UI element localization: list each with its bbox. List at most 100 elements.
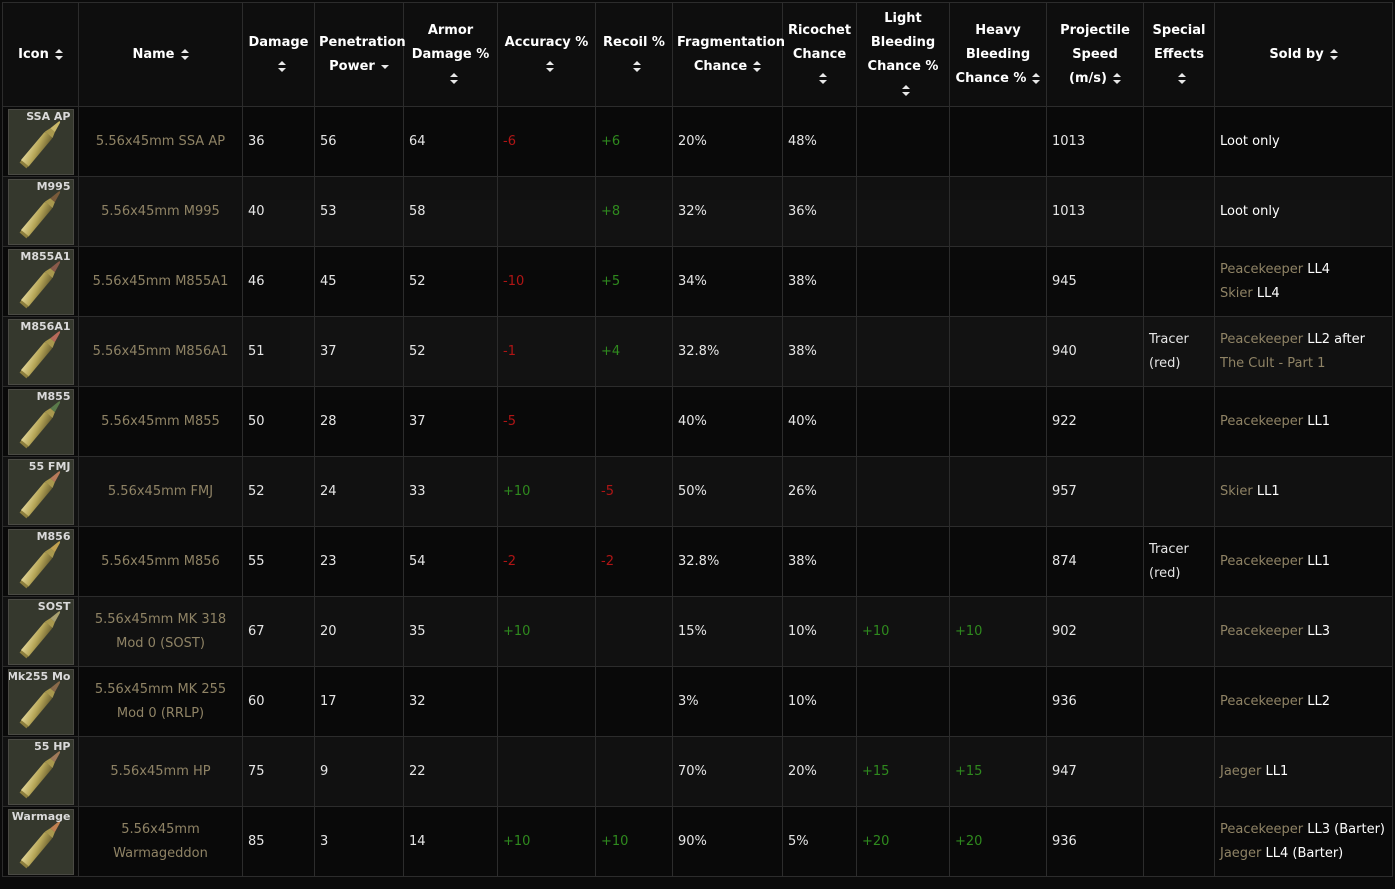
ammo-cartridge-icon: M856A1 — [7, 318, 74, 385]
sold-by-entry: Skier LL1 — [1220, 480, 1387, 504]
column-header-fragmentation[interactable]: Fragmentation Chance — [672, 2, 785, 107]
column-header-special[interactable]: Special Effects — [1143, 2, 1215, 107]
sort-both-icon[interactable] — [753, 60, 762, 72]
column-header-heavy-bleed[interactable]: Heavy Bleeding Chance % — [949, 2, 1047, 107]
column-header-accuracy[interactable]: Accuracy % — [497, 2, 596, 107]
special-effects-cell — [1143, 806, 1215, 877]
sort-both-icon[interactable] — [449, 72, 458, 84]
icon-label: M995 — [36, 179, 71, 193]
sort-both-icon[interactable] — [180, 48, 189, 60]
ammo-cartridge-icon: 55 HP — [7, 738, 74, 805]
loyalty-level: LL2 — [1307, 693, 1331, 709]
sort-desc-icon[interactable] — [380, 61, 389, 72]
table-row[interactable]: 55 FMJ 5.56x45mm FMJ 52 24 33 +10 -5 50% 26% 957 S… — [2, 456, 1393, 527]
icon-label: M856A1 — [20, 319, 71, 333]
accuracy-cell: -10 — [497, 246, 596, 317]
column-header-speed[interactable]: Projectile Speed (m/s) — [1046, 2, 1144, 107]
column-header-ricochet[interactable]: Ricochet Chance — [782, 2, 857, 107]
damage-cell: 40 — [242, 176, 315, 247]
speed-cell: 936 — [1046, 666, 1144, 737]
table-row[interactable]: Mk255 Mo 5.56x45mm MK 255 Mod 0 (RRLP) 60 1… — [2, 666, 1393, 737]
ammo-cartridge-icon: M995 — [7, 178, 74, 245]
special-effects-cell: Tracer (red) — [1143, 316, 1215, 387]
ammo-cartridge-icon: Mk255 Mo — [7, 668, 74, 735]
loyalty-level: LL2 after — [1307, 331, 1365, 347]
column-header-label: Icon — [18, 46, 49, 62]
trader-name[interactable]: Peacekeeper — [1220, 261, 1304, 277]
table-row[interactable]: M995 5.56x45mm M995 40 53 58 +8 32% 36% 1013 Loot… — [2, 176, 1393, 247]
column-header-label: Name — [132, 46, 175, 62]
icon-label: M855A1 — [20, 249, 71, 263]
column-header-penetration[interactable]: Penetration Power — [314, 2, 406, 107]
column-header-icon[interactable]: Icon — [2, 2, 79, 107]
trader-name[interactable]: Peacekeeper — [1220, 693, 1304, 709]
table-row[interactable]: M856 5.56x45mm M856 55 23 54 -2 -2 32.8% 38% 874 T… — [2, 526, 1393, 597]
column-header-label: Penetration Power — [319, 34, 406, 74]
penetration-cell: 53 — [314, 176, 404, 247]
trader-name[interactable]: Peacekeeper — [1220, 821, 1304, 837]
recoil-cell — [595, 736, 673, 807]
table-row[interactable]: M855 5.56x45mm M855 50 28 37 -5 40% 40% 922 Peace… — [2, 386, 1393, 457]
table-row[interactable]: SSA AP 5.56x45mm SSA AP 36 56 64 -6 +6 20% 48% 10… — [2, 106, 1393, 177]
fragmentation-cell: 32% — [672, 176, 783, 247]
sort-both-icon[interactable] — [545, 60, 554, 72]
accuracy-cell: +10 — [497, 596, 596, 667]
ammo-cartridge-icon: SSA AP — [7, 108, 74, 175]
table-row[interactable]: 55 HP 5.56x45mm HP 75 9 22 70% 20% +15 +15 947 Jae… — [2, 736, 1393, 807]
sort-both-icon[interactable] — [1112, 72, 1121, 84]
sort-both-icon[interactable] — [277, 60, 286, 72]
light-bleeding-cell — [856, 526, 950, 597]
sold-by-cell: Peacekeeper LL3 (Barter) Jaeger LL4 (Bart… — [1214, 806, 1393, 877]
armor-damage-cell: 52 — [403, 246, 498, 317]
ammo-cartridge-icon: M855 — [7, 388, 74, 455]
penetration-cell: 56 — [314, 106, 404, 177]
trader-name[interactable]: Peacekeeper — [1220, 623, 1304, 639]
table-row[interactable]: M856A1 5.56x45mm M856A1 51 37 52 -1 +4 32.8% 38%… — [2, 316, 1393, 387]
sort-both-icon[interactable] — [1329, 48, 1338, 60]
table-row[interactable]: SOST 5.56x45mm MK 318 Mod 0 (SOST) 67 20 35 +… — [2, 596, 1393, 667]
trader-name[interactable]: Jaeger — [1220, 763, 1262, 779]
sort-both-icon[interactable] — [902, 84, 910, 96]
column-header-sold-by[interactable]: Sold by — [1214, 2, 1393, 107]
icon-cell: Mk255 Mo — [2, 666, 79, 737]
column-header-armor-damage[interactable]: Armor Damage % — [403, 2, 498, 107]
light-bleeding-cell — [856, 106, 950, 177]
trader-name[interactable]: The Cult - Part 1 — [1220, 355, 1326, 371]
table-row[interactable]: Warmage 5.56x45mm Warmageddon 85 3 14 +10 +10 9… — [2, 806, 1393, 877]
sort-both-icon[interactable] — [54, 48, 63, 60]
icon-label: Warmage — [11, 809, 71, 823]
damage-cell: 85 — [242, 806, 315, 877]
trader-name[interactable]: Peacekeeper — [1220, 553, 1304, 569]
sort-both-icon[interactable] — [633, 60, 641, 72]
sort-both-icon[interactable] — [818, 72, 827, 84]
column-header-light-bleed[interactable]: Light Bleeding Chance % — [856, 2, 950, 107]
trader-name[interactable]: Peacekeeper — [1220, 413, 1304, 429]
trader-name[interactable]: Skier — [1220, 285, 1253, 301]
table-body: SSA AP 5.56x45mm SSA AP 36 56 64 -6 +6 20% 48% 10… — [2, 106, 1393, 877]
heavy-bleeding-cell — [949, 526, 1047, 597]
ammo-cartridge-icon: 55 FMJ — [7, 458, 74, 525]
armor-damage-cell: 64 — [403, 106, 498, 177]
sort-both-icon[interactable] — [1032, 72, 1041, 84]
sold-by-entry: Loot only — [1220, 200, 1387, 224]
loyalty-level: Loot only — [1220, 133, 1280, 149]
loyalty-level: LL1 — [1307, 553, 1331, 569]
recoil-cell: +8 — [595, 176, 673, 247]
light-bleeding-cell: +20 — [856, 806, 950, 877]
sold-by-cell: Loot only — [1214, 106, 1393, 177]
icon-cell: M855 — [2, 386, 79, 457]
column-header-recoil[interactable]: Recoil % — [595, 2, 673, 107]
icon-label: M855 — [36, 389, 71, 403]
table-row[interactable]: M855A1 5.56x45mm M855A1 46 45 52 -10 +5 34% 38% 9… — [2, 246, 1393, 317]
recoil-cell: -2 — [595, 526, 673, 597]
sold-by-entry: Peacekeeper LL3 (Barter) — [1220, 818, 1387, 842]
column-header-name[interactable]: Name — [78, 2, 243, 107]
column-header-damage[interactable]: Damage — [242, 2, 315, 107]
trader-name[interactable]: Skier — [1220, 483, 1253, 499]
trader-name[interactable]: Peacekeeper — [1220, 331, 1304, 347]
trader-name[interactable]: Jaeger — [1220, 845, 1262, 861]
fragmentation-cell: 3% — [672, 666, 783, 737]
heavy-bleeding-cell: +10 — [949, 596, 1047, 667]
sort-both-icon[interactable] — [1178, 72, 1186, 84]
